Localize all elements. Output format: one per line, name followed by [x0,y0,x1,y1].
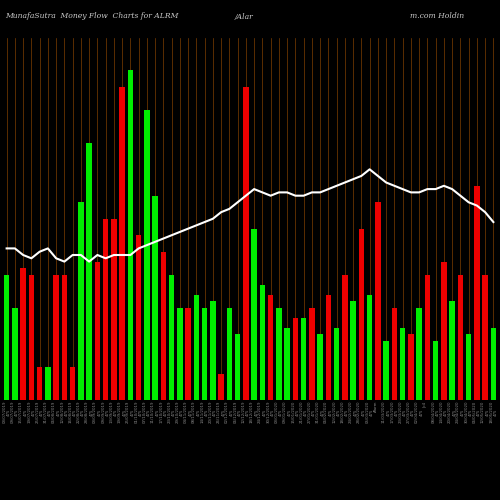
Bar [482,275,488,400]
Bar [367,294,372,400]
Bar [128,70,133,400]
Bar [252,228,257,400]
Bar [20,268,26,400]
Bar [62,275,67,400]
Bar [260,284,265,400]
Bar [120,87,125,400]
Bar [103,219,108,400]
Bar [458,275,463,400]
Bar [350,301,356,400]
Bar [177,308,182,400]
Bar [169,275,174,400]
Bar [474,186,480,400]
Bar [111,219,116,400]
Bar [342,275,347,400]
Bar [94,262,100,400]
Text: /Alar: /Alar [235,12,254,20]
Bar [86,143,92,400]
Bar [450,301,455,400]
Bar [218,374,224,400]
Bar [408,334,414,400]
Text: MunafaSutra  Money Flow  Charts for ALRM: MunafaSutra Money Flow Charts for ALRM [5,12,178,20]
Bar [400,328,406,400]
Bar [28,275,34,400]
Bar [144,110,150,400]
Bar [309,308,314,400]
Bar [12,308,18,400]
Bar [152,196,158,400]
Bar [54,275,59,400]
Bar [186,308,191,400]
Bar [45,367,51,400]
Bar [384,340,389,400]
Bar [268,294,274,400]
Bar [202,308,207,400]
Bar [358,228,364,400]
Bar [490,328,496,400]
Bar [433,340,438,400]
Bar [416,308,422,400]
Bar [194,294,199,400]
Bar [78,202,84,400]
Bar [392,308,397,400]
Bar [441,262,446,400]
Bar [284,328,290,400]
Bar [226,308,232,400]
Bar [292,318,298,400]
Bar [37,367,43,400]
Text: m.com Holdin: m.com Holdin [410,12,464,20]
Bar [424,275,430,400]
Bar [160,252,166,400]
Bar [326,294,331,400]
Bar [70,367,75,400]
Bar [235,334,240,400]
Bar [210,301,216,400]
Bar [243,87,248,400]
Bar [318,334,323,400]
Bar [301,318,306,400]
Bar [136,235,141,400]
Bar [375,202,380,400]
Bar [466,334,471,400]
Bar [334,328,340,400]
Bar [276,308,281,400]
Bar [4,275,10,400]
